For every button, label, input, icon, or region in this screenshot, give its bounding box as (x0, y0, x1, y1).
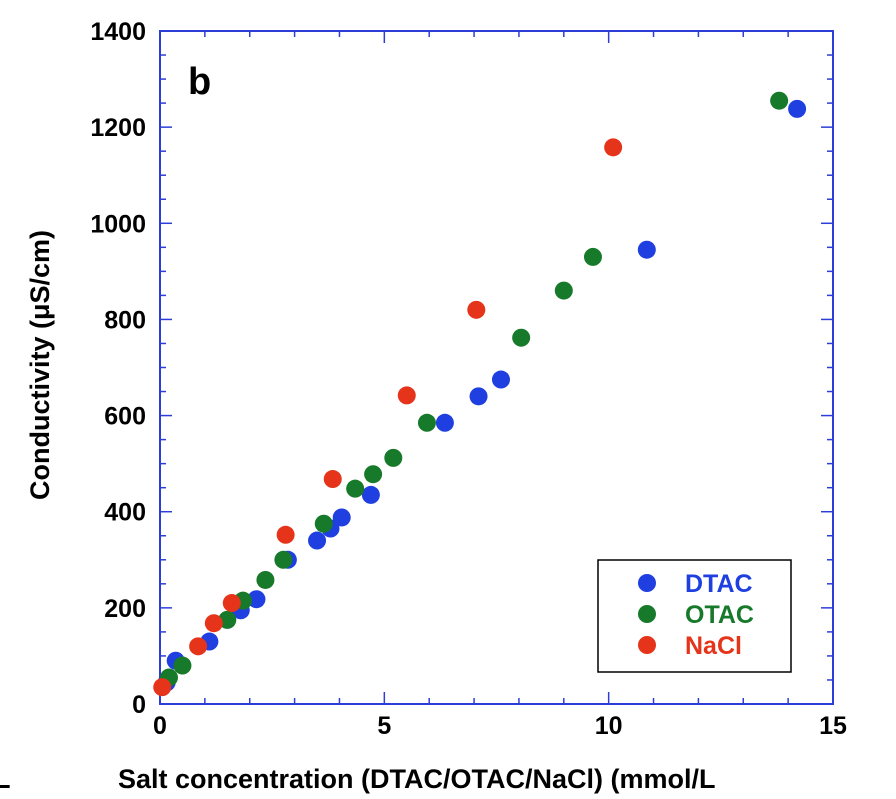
legend-label-nacl: NaCl (685, 632, 742, 660)
legend-box (597, 559, 792, 673)
data-points (153, 91, 807, 697)
point-nacl (397, 386, 416, 405)
point-otac (583, 247, 602, 266)
point-dtac (247, 590, 266, 609)
point-otac (314, 514, 333, 533)
point-otac (364, 465, 383, 484)
point-dtac (435, 413, 454, 432)
point-nacl (189, 637, 208, 656)
axis-tick-labels: 0 200 400 600 800 1000 1200 1400 0 5 10 15 (90, 18, 847, 740)
y-tick-label: 200 (104, 595, 146, 623)
x-tick-label: 10 (595, 712, 623, 740)
point-dtac (361, 485, 380, 504)
legend-label-otac: OTAC (685, 601, 754, 629)
point-otac (346, 479, 365, 498)
y-tick-label: 1200 (90, 114, 146, 142)
point-nacl (153, 678, 172, 697)
x-tick-label: 0 (153, 712, 167, 740)
x-tick-label: 15 (819, 712, 847, 740)
point-dtac (491, 370, 510, 389)
point-otac (512, 328, 531, 347)
y-tick-label: 1400 (90, 18, 146, 46)
y-tick-label: 400 (104, 499, 146, 527)
legend-marker-nacl (638, 636, 656, 654)
point-nacl (604, 138, 623, 157)
point-nacl (276, 525, 295, 544)
point-dtac (469, 387, 488, 406)
point-dtac (788, 99, 807, 118)
y-tick-label: 800 (104, 306, 146, 334)
point-otac (770, 91, 789, 110)
y-axis-label: Conductivity (μS/cm) (25, 230, 55, 500)
legend-label-dtac: DTAC (685, 570, 753, 598)
legend-marker-dtac (638, 574, 656, 592)
stray-left-char: L (0, 764, 11, 794)
point-nacl (323, 470, 342, 489)
panel-letter: b (188, 61, 211, 103)
point-otac (554, 281, 573, 300)
legend-marker-otac (638, 605, 656, 623)
point-nacl (204, 614, 223, 633)
point-otac (218, 610, 237, 629)
x-tick-label: 5 (377, 712, 391, 740)
point-otac (256, 570, 275, 589)
x-axis-label: Salt concentration (DTAC/OTAC/NaCl) (mmo… (118, 764, 716, 794)
legend: DTAC OTAC NaCl (597, 559, 792, 673)
point-nacl (467, 300, 486, 319)
y-tick-label: 0 (132, 691, 146, 719)
point-otac (384, 448, 403, 467)
point-nacl (222, 594, 241, 613)
point-dtac (308, 531, 327, 550)
point-otac (173, 656, 192, 675)
point-otac (417, 413, 436, 432)
point-dtac (332, 508, 351, 527)
point-dtac (637, 240, 656, 259)
y-tick-label: 600 (104, 403, 146, 431)
point-otac (274, 550, 293, 569)
y-tick-label: 1000 (90, 210, 146, 238)
